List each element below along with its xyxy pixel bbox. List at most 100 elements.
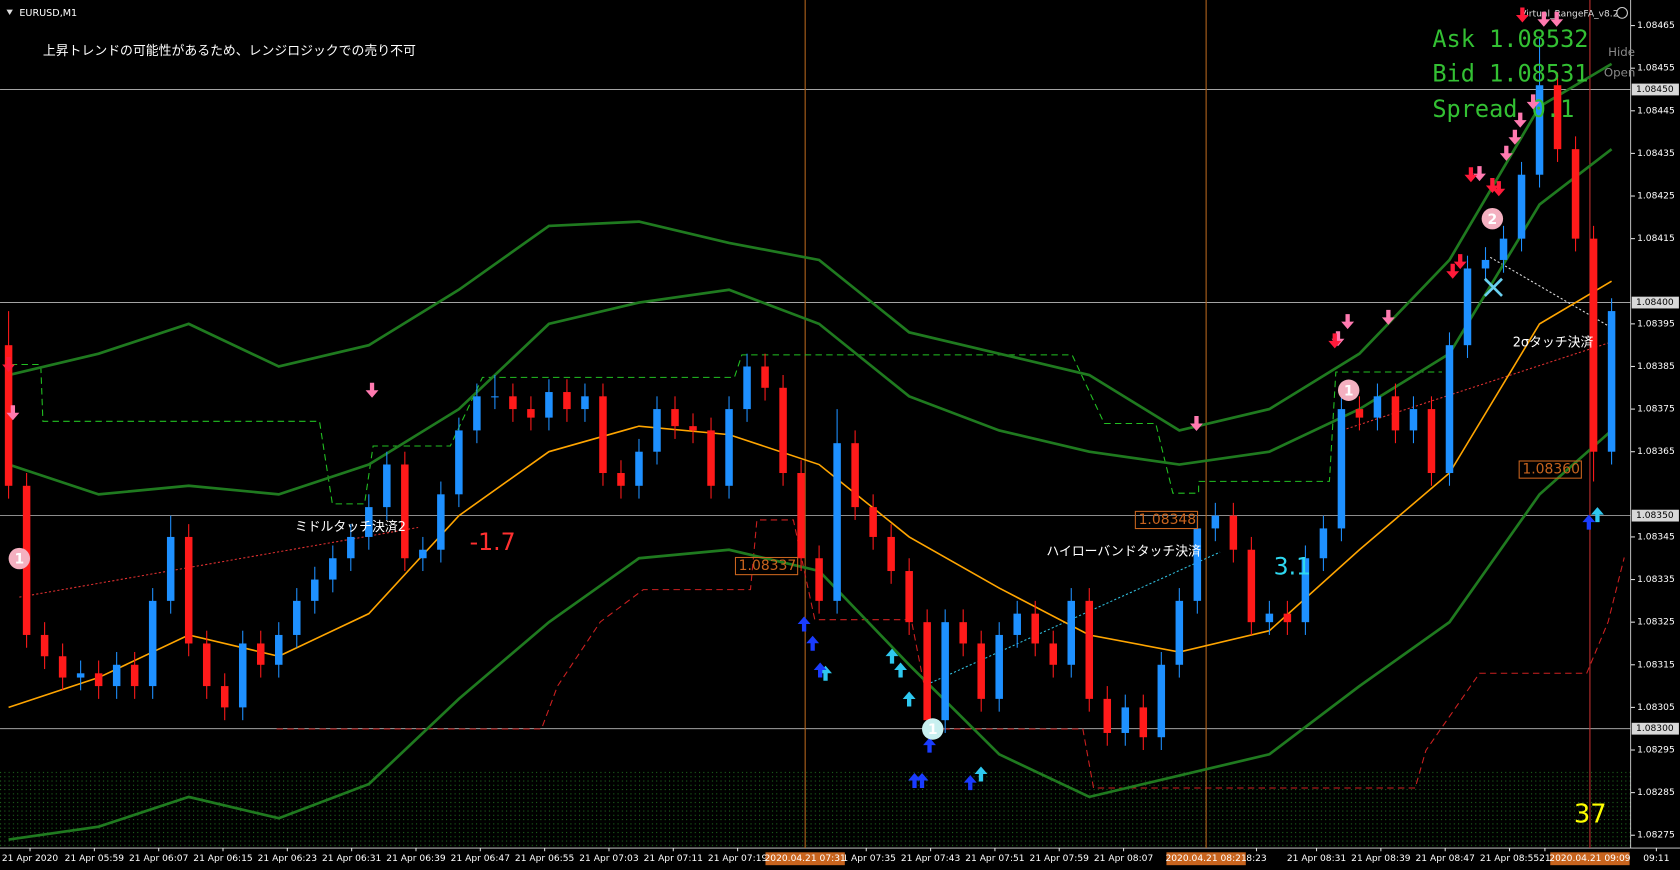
candle-body <box>1589 238 1598 452</box>
menu-triangle[interactable] <box>6 9 13 16</box>
candle-body <box>1517 174 1526 239</box>
buy-arrow <box>797 616 811 632</box>
candle-body <box>1391 396 1400 431</box>
y-tick-label: 1.08335 <box>1637 575 1675 585</box>
candle-body <box>617 473 625 486</box>
candle-body <box>1301 558 1310 623</box>
candle-body <box>725 409 733 486</box>
candle-body <box>293 600 301 635</box>
band-line <box>8 62 1613 432</box>
trade-line <box>1489 256 1611 328</box>
candle-body <box>1373 396 1382 418</box>
buy-arrow <box>894 662 908 678</box>
candle-body <box>94 673 103 687</box>
candle-body <box>1607 311 1616 452</box>
candle-body <box>1139 707 1148 738</box>
buy-arrow <box>908 772 921 788</box>
candle-body <box>76 673 85 678</box>
price-axis <box>1630 0 1680 849</box>
candle-body <box>184 536 193 644</box>
candle-body <box>671 409 679 427</box>
sell-arrow <box>1446 263 1460 279</box>
message: 上昇トレンドの可能性があるため、レンジロジックでの売り不可 <box>43 43 416 59</box>
time-label: 21 Apr 07:19 <box>708 854 768 864</box>
y-tick-label: 1.08435 <box>1637 149 1675 159</box>
time-marker-box <box>1166 852 1246 866</box>
candle-body <box>977 643 985 699</box>
y-tick-label: 1.08395 <box>1637 319 1675 329</box>
sell-arrow <box>1513 112 1527 128</box>
sell-arrow <box>1499 145 1513 161</box>
price-label: 1.08450 <box>1636 85 1674 95</box>
candle-body <box>1247 549 1256 623</box>
signal-badge <box>1337 379 1360 401</box>
time-label: 21 <box>1539 854 1551 864</box>
time-label: 21 Apr 07:03 <box>579 854 639 864</box>
candle-body <box>833 443 841 601</box>
range-line <box>10 354 1442 505</box>
candle-body <box>815 558 823 601</box>
candle-body <box>1409 409 1418 431</box>
price-label-box <box>1631 722 1679 735</box>
time-label: 21 Apr 06:23 <box>258 854 318 864</box>
candle-body <box>761 366 769 388</box>
candle-body <box>1445 345 1454 474</box>
candle-body <box>4 345 13 486</box>
ask: Ask 1.08532 <box>1432 25 1588 53</box>
candle-body <box>112 664 121 687</box>
candle-body <box>797 473 805 559</box>
candle-body <box>545 392 553 418</box>
buy-arrow <box>902 691 916 707</box>
annotation: 1.08360 <box>1522 462 1580 478</box>
candle-body <box>941 622 949 721</box>
candle-body <box>256 643 265 665</box>
candle-body <box>40 634 49 657</box>
candle-body <box>1175 600 1184 665</box>
hide-button[interactable]: Hide <box>1608 45 1635 59</box>
open-button[interactable]: Open <box>1604 65 1635 79</box>
candle-body <box>1031 613 1039 644</box>
buy-arrow <box>885 648 899 664</box>
candle-body <box>509 396 517 410</box>
annotation: ミドルタッチ決済2 <box>295 519 406 535</box>
sell-arrow <box>1341 314 1355 330</box>
candle-body <box>959 622 967 644</box>
y-tick-label: 1.08285 <box>1637 788 1675 798</box>
y-tick-label: 1.08325 <box>1637 618 1675 628</box>
time-label: 09:11 <box>1643 854 1669 864</box>
time-label: 21 Apr 06:47 <box>451 854 511 864</box>
close-button[interactable] <box>1616 6 1628 19</box>
sell-arrow <box>1550 11 1564 27</box>
time-label: 8:23 <box>1246 854 1267 864</box>
candle-body <box>1319 528 1328 559</box>
signal-label: 1 <box>14 552 24 568</box>
candle-body <box>923 622 931 721</box>
buy-arrow <box>1582 514 1596 530</box>
y-tick-label: 1.08295 <box>1637 746 1675 756</box>
sell-arrow <box>1328 333 1342 349</box>
annotation: ハイローバンドタッチ決済 <box>1046 544 1201 560</box>
price-label: 1.08300 <box>1636 724 1674 734</box>
sell-arrow <box>1464 167 1478 183</box>
time-label: 21 Apr 06:55 <box>515 854 574 864</box>
candle-body <box>1157 664 1166 738</box>
time-label: 21 Apr 07:35 <box>837 854 896 864</box>
candle-body <box>1013 613 1021 635</box>
candle-body <box>1103 698 1112 733</box>
buy-arrow <box>1590 507 1604 523</box>
sell-arrow <box>1190 415 1203 431</box>
trade-line <box>19 526 419 598</box>
signal-label: 1 <box>1344 383 1354 399</box>
time-label: 21 Apr 06:07 <box>129 854 189 864</box>
y-tick-label: 1.08465 <box>1637 21 1675 31</box>
cross-mark <box>1483 277 1503 297</box>
sell-arrow <box>1526 94 1540 110</box>
y-tick-label: 1.08455 <box>1637 64 1675 74</box>
time-label: 21 Apr 08:55 <box>1480 854 1539 864</box>
time-label: 21 Apr 08:39 <box>1351 854 1411 864</box>
overlay: EURUSD,M1 上昇トレンドの可能性があるため、レンジロジックでの売り不可 … <box>2 6 1635 829</box>
candle-body <box>707 430 715 486</box>
signal-label: 2 <box>1488 212 1498 228</box>
